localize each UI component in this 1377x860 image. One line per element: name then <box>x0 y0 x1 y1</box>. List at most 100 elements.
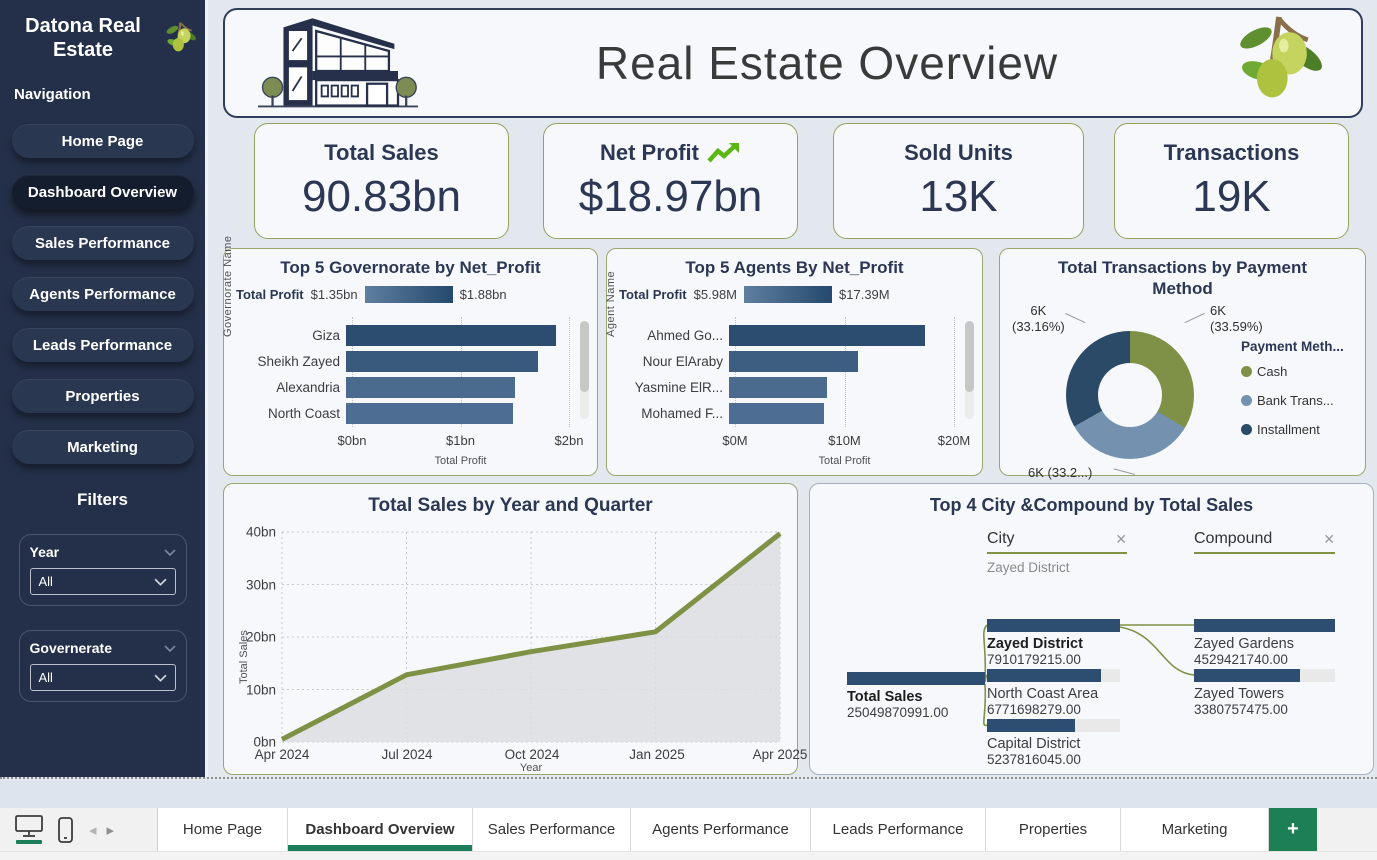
plus-icon: + <box>1287 818 1299 840</box>
scrollbar <box>965 321 974 419</box>
kpi-value: 90.83bn <box>301 172 462 221</box>
governerate-slicer: Governerate All <box>18 630 187 702</box>
callout-line <box>1184 312 1210 334</box>
node-bar[interactable] <box>1194 619 1335 632</box>
governerate-slicer-dropdown[interactable]: All <box>29 664 176 691</box>
sidebar-item-home-page[interactable]: Home Page <box>11 124 194 158</box>
y-axis-title: Governorate Name <box>222 235 234 337</box>
sidebar-item-dashboard-overview[interactable]: Dashboard Overview <box>11 175 194 209</box>
bar-track <box>729 376 954 398</box>
node-bar[interactable] <box>987 669 1120 682</box>
sidebar-item-properties[interactable]: Properties <box>11 379 194 413</box>
chart-sales-by-quarter: Total Sales by Year and Quarter <box>223 483 807 775</box>
node-bar[interactable] <box>847 672 985 685</box>
chart-governorate-profit: Top 5 Governorate by Net_Profit Total Pr… <box>222 235 598 476</box>
level-header-compound[interactable]: Compound ✕ <box>1194 530 1335 554</box>
node-value: 4529421740.00 <box>1194 652 1288 667</box>
sidebar-item-sales-performance[interactable]: Sales Performance <box>11 226 194 260</box>
legend-item-bank[interactable]: Bank Trans... <box>1241 393 1359 408</box>
bar-row: Nour ElAraby <box>617 349 954 373</box>
bar-yasmine[interactable] <box>729 376 827 398</box>
close-icon[interactable]: ✕ <box>1323 530 1335 547</box>
tree-node-total-sales[interactable]: Total Sales 25049870991.00 <box>847 672 985 720</box>
add-page-button[interactable]: + <box>1269 808 1317 851</box>
sidebar-item-label: Home Page <box>61 132 144 150</box>
node-bar[interactable] <box>987 619 1120 632</box>
tree-zone: City ✕ Compound ✕ Zayed District <box>810 484 1373 774</box>
node-label: Zayed District <box>987 636 1083 652</box>
tab-home-page[interactable]: Home Page <box>158 808 288 851</box>
level-header-city[interactable]: City ✕ <box>987 530 1127 554</box>
page-tab-bar: ◂ ▸ Home Page Dashboard Overview Sales P… <box>0 808 1377 852</box>
olive-illustration <box>1231 11 1361 116</box>
tab-properties[interactable]: Properties <box>986 808 1121 851</box>
y-axis-title: Total Sales <box>238 630 250 684</box>
node-value: 6771698279.00 <box>987 702 1081 717</box>
line-plot: 0bn 10bn 20bn 30bn 40bn Apr 2024 Jul 202… <box>246 525 807 763</box>
donut-chart[interactable] <box>1066 331 1194 459</box>
chevron-down-icon[interactable] <box>163 644 176 652</box>
tab-label: Home Page <box>182 821 263 838</box>
tab-sales-performance[interactable]: Sales Performance <box>473 808 631 851</box>
scrollbar-thumb[interactable] <box>965 321 974 392</box>
tab-dashboard-overview[interactable]: Dashboard Overview <box>288 808 473 851</box>
chevron-down-icon[interactable] <box>163 548 176 556</box>
category-label: Mohamed F... <box>641 405 723 421</box>
node-bar[interactable] <box>987 719 1120 732</box>
tree-node-zayed-towers[interactable]: Zayed Towers 3380757475.00 <box>1194 669 1335 717</box>
sidebar-item-marketing[interactable]: Marketing <box>11 430 194 464</box>
tab-marketing[interactable]: Marketing <box>1121 808 1269 851</box>
desktop-view-icon[interactable] <box>14 815 44 844</box>
bar-plot: Giza Sheikh Zayed Alexandria North Coast <box>234 317 571 427</box>
callout-installment: 6K (33.16%) <box>1012 303 1065 335</box>
kpi-label: Sold Units <box>904 140 1013 165</box>
tab-label: Dashboard Overview <box>305 821 455 838</box>
area-fill <box>282 533 780 742</box>
node-label: North Coast Area <box>987 686 1099 702</box>
bar-sheikh-zayed[interactable] <box>346 350 538 372</box>
payment-legend: Payment Meth... Cash Bank Trans... Insta… <box>1241 339 1359 451</box>
bar-alexandria[interactable] <box>346 376 516 398</box>
x-tick: Jul 2024 <box>381 747 433 762</box>
mobile-view-icon[interactable] <box>58 816 73 843</box>
bar-track <box>729 402 954 424</box>
scrollbar-thumb[interactable] <box>580 321 589 392</box>
tree-node-zayed-district[interactable]: Zayed District 7910179215.00 <box>987 619 1120 667</box>
close-icon[interactable]: ✕ <box>1115 530 1127 547</box>
tree-node-zayed-gardens[interactable]: Zayed Gardens 4529421740.00 <box>1194 619 1335 667</box>
tab-leads-performance[interactable]: Leads Performance <box>811 808 986 851</box>
bar-nour[interactable] <box>729 350 859 372</box>
chart-title: Top 5 Governorate by Net_Profit <box>280 258 541 277</box>
sidebar-item-agents-performance[interactable]: Agents Performance <box>11 277 194 311</box>
brand-title: Datona Real Estate <box>25 15 141 61</box>
legend-item-installment[interactable]: Installment <box>1241 422 1359 437</box>
bar-ahmed[interactable] <box>729 324 925 346</box>
legend-item-cash[interactable]: Cash <box>1241 364 1359 379</box>
kpi-label: Total Sales <box>324 140 439 165</box>
year-slicer-header: Year <box>30 544 176 560</box>
next-page-icon[interactable]: ▸ <box>106 821 115 839</box>
node-label: Total Sales <box>847 689 923 705</box>
bar-row: North Coast <box>234 401 569 425</box>
node-value: 7910179215.00 <box>987 652 1081 667</box>
canvas-gap <box>0 781 1377 808</box>
sidebar-item-leads-performance[interactable]: Leads Performance <box>11 328 194 362</box>
line-chart-svg[interactable] <box>280 531 782 743</box>
bar-north-coast[interactable] <box>346 402 514 424</box>
kpi-label: Transactions <box>1163 140 1300 165</box>
legend-max: $1.88bn <box>459 287 507 303</box>
year-slicer-dropdown[interactable]: All <box>29 568 176 595</box>
tree-node-capital-district[interactable]: Capital District 5237816045.00 <box>987 719 1120 767</box>
prev-page-icon[interactable]: ◂ <box>89 821 97 839</box>
tab-nav-arrows: ◂ ▸ <box>89 821 114 839</box>
kpi-transactions: Transactions 19K <box>1114 123 1349 239</box>
bar-giza[interactable] <box>346 324 556 346</box>
governerate-slicer-label: Governerate <box>29 640 112 656</box>
node-bar[interactable] <box>1194 669 1335 682</box>
legend-dot <box>1241 366 1252 377</box>
tab-agents-performance[interactable]: Agents Performance <box>631 808 811 851</box>
bar-mohamed[interactable] <box>729 402 824 424</box>
level-name: City <box>987 530 1015 547</box>
category-label: North Coast <box>267 405 340 421</box>
tree-node-north-coast-area[interactable]: North Coast Area 6771698279.00 <box>987 669 1120 717</box>
